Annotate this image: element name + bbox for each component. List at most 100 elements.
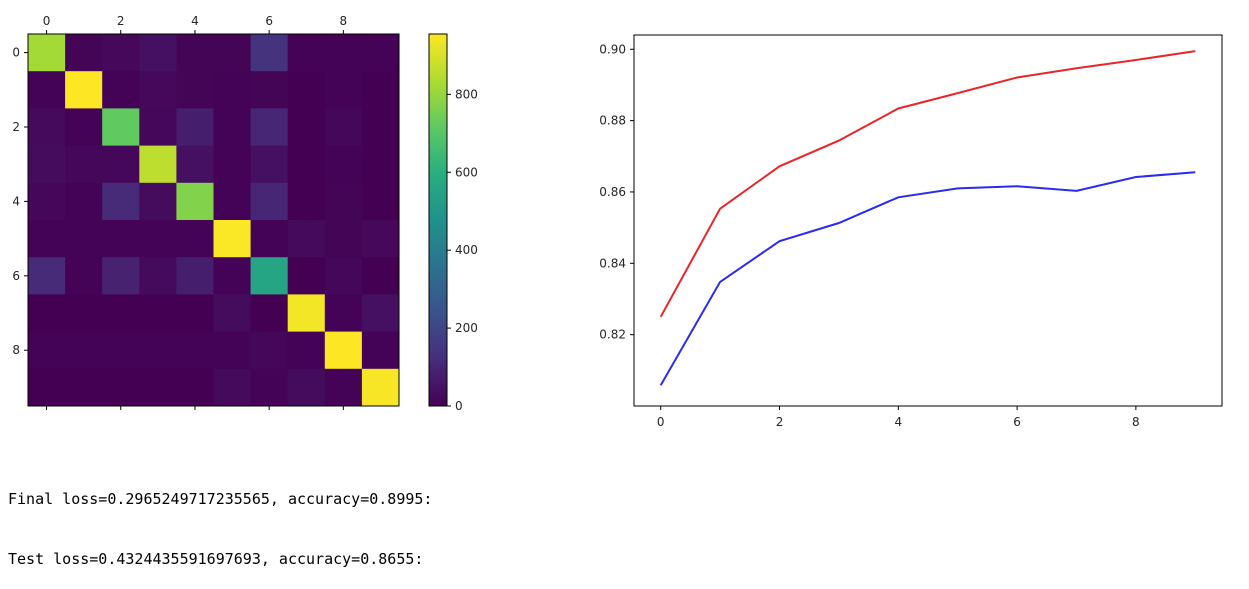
heatmap-cell: [324, 220, 363, 258]
line-chart-y-ticks: 0.82 0.84 0.86 0.88 0.90: [599, 42, 634, 342]
heatmap-cell: [250, 220, 289, 258]
heatmap-cell: [250, 257, 289, 295]
heatmap-cell: [139, 368, 177, 407]
colorbar-tick-label: 600: [455, 165, 478, 179]
heatmap-cell: [324, 331, 363, 370]
heatmap-cell: [102, 257, 140, 295]
y-tick-label: 4: [12, 194, 20, 208]
heatmap-cell: [213, 71, 251, 109]
heatmap-cell: [361, 331, 400, 370]
heatmap-cell: [287, 294, 326, 332]
figure: 0 2 4 6 8 0 2 4 6 8 0 200 400 600 800 0 2 4 6 8 0.82 0.84…: [12, 14, 1223, 429]
heatmap-cell: [65, 71, 103, 109]
colorbar-frame: [428, 33, 448, 407]
heatmap-cell: [65, 331, 103, 370]
heatmap-cell: [102, 331, 140, 370]
colorbar-tick-label: 0: [455, 399, 463, 413]
heatmap-cell: [324, 34, 363, 72]
heatmap-cell: [324, 294, 363, 332]
heatmap-cell: [324, 368, 363, 407]
x-tick-label: 6: [1013, 415, 1021, 429]
heatmap-cell: [65, 145, 103, 184]
heatmap-cell: [28, 34, 66, 72]
x-tick-label: 4: [894, 415, 902, 429]
y-tick-label: 8: [12, 343, 20, 357]
x-tick-label: 6: [265, 14, 273, 28]
heatmap-cell: [287, 145, 326, 184]
line-chart-x-ticks: 0 2 4 6 8: [657, 406, 1140, 429]
heatmap-cell: [250, 368, 289, 407]
y-tick-label: 0.86: [599, 185, 626, 199]
heatmap-cell: [324, 145, 363, 184]
heatmap-cell: [28, 368, 66, 407]
heatmap-cell: [287, 182, 326, 221]
colorbar-tick-label: 400: [455, 243, 478, 257]
heatmap-cell: [250, 182, 289, 221]
heatmap-cell: [213, 34, 251, 72]
heatmap-cell: [176, 368, 214, 407]
heatmap-cell: [361, 368, 400, 407]
heatmap-cell: [250, 331, 289, 370]
heatmap-cell: [176, 108, 214, 146]
heatmap-cell: [324, 108, 363, 146]
heatmap-cell: [102, 108, 140, 146]
heatmap-cell: [324, 257, 363, 295]
heatmap-cell: [102, 220, 140, 258]
x-tick-label: 8: [340, 14, 348, 28]
colorbar-tick-label: 800: [455, 87, 478, 101]
heatmap-cell: [213, 182, 251, 221]
heatmap-cell: [250, 108, 289, 146]
heatmap-cell: [65, 182, 103, 221]
heatmap-cell: [250, 71, 289, 109]
heatmap-cell: [28, 331, 66, 370]
heatmap-cell: [176, 331, 214, 370]
heatmap-cell: [139, 294, 177, 332]
y-tick-label: 0.90: [599, 42, 626, 56]
heatmap-cell: [213, 108, 251, 146]
heatmap-cell: [65, 34, 103, 72]
heatmap-cell: [28, 257, 66, 295]
heatmap-cell: [139, 331, 177, 370]
y-tick-label: 6: [12, 269, 20, 283]
heatmap-cell: [139, 145, 177, 184]
heatmap-cell: [65, 108, 103, 146]
heatmap-cell: [361, 34, 400, 72]
x-tick-label: 4: [191, 14, 199, 28]
test-accuracy-line: [659, 171, 1196, 386]
heatmap-cell: [28, 71, 66, 109]
heatmap-cell: [287, 331, 326, 370]
heatmap-cell: [28, 145, 66, 184]
heatmap-cell: [213, 257, 251, 295]
x-tick-label: 8: [1132, 415, 1140, 429]
x-tick-label: 0: [657, 415, 665, 429]
heatmap-cell: [139, 108, 177, 146]
heatmap-cell: [213, 294, 251, 332]
heatmap-cell: [102, 34, 140, 72]
heatmap-cell: [361, 182, 400, 221]
line-chart-frame: [633, 34, 1223, 407]
heatmap-cell: [213, 331, 251, 370]
y-tick-label: 0.82: [599, 328, 626, 342]
heatmap-cell: [139, 220, 177, 258]
y-tick-label: 0: [12, 46, 20, 60]
x-tick-label: 0: [43, 14, 51, 28]
heatmap-cell: [65, 257, 103, 295]
heatmap-cell: [139, 182, 177, 221]
heatmap-cell: [361, 220, 400, 258]
heatmap-frame: [27, 33, 400, 407]
heatmap-cell: [102, 145, 140, 184]
heatmap-cell: [176, 220, 214, 258]
heatmap-cell: [287, 34, 326, 72]
heatmap-cell: [250, 34, 289, 72]
heatmap-cell: [139, 34, 177, 72]
heatmap-y-ticks: 0 2 4 6 8: [12, 46, 28, 357]
heatmap-cell: [213, 145, 251, 184]
heatmap-cell: [102, 368, 140, 407]
heatmap-cell: [65, 368, 103, 407]
heatmap-cell: [287, 257, 326, 295]
x-tick-label: 2: [117, 14, 125, 28]
heatmap-cell: [250, 145, 289, 184]
heatmap-cell: [287, 220, 326, 258]
heatmap-cell: [28, 182, 66, 221]
heatmap-cell: [176, 34, 214, 72]
